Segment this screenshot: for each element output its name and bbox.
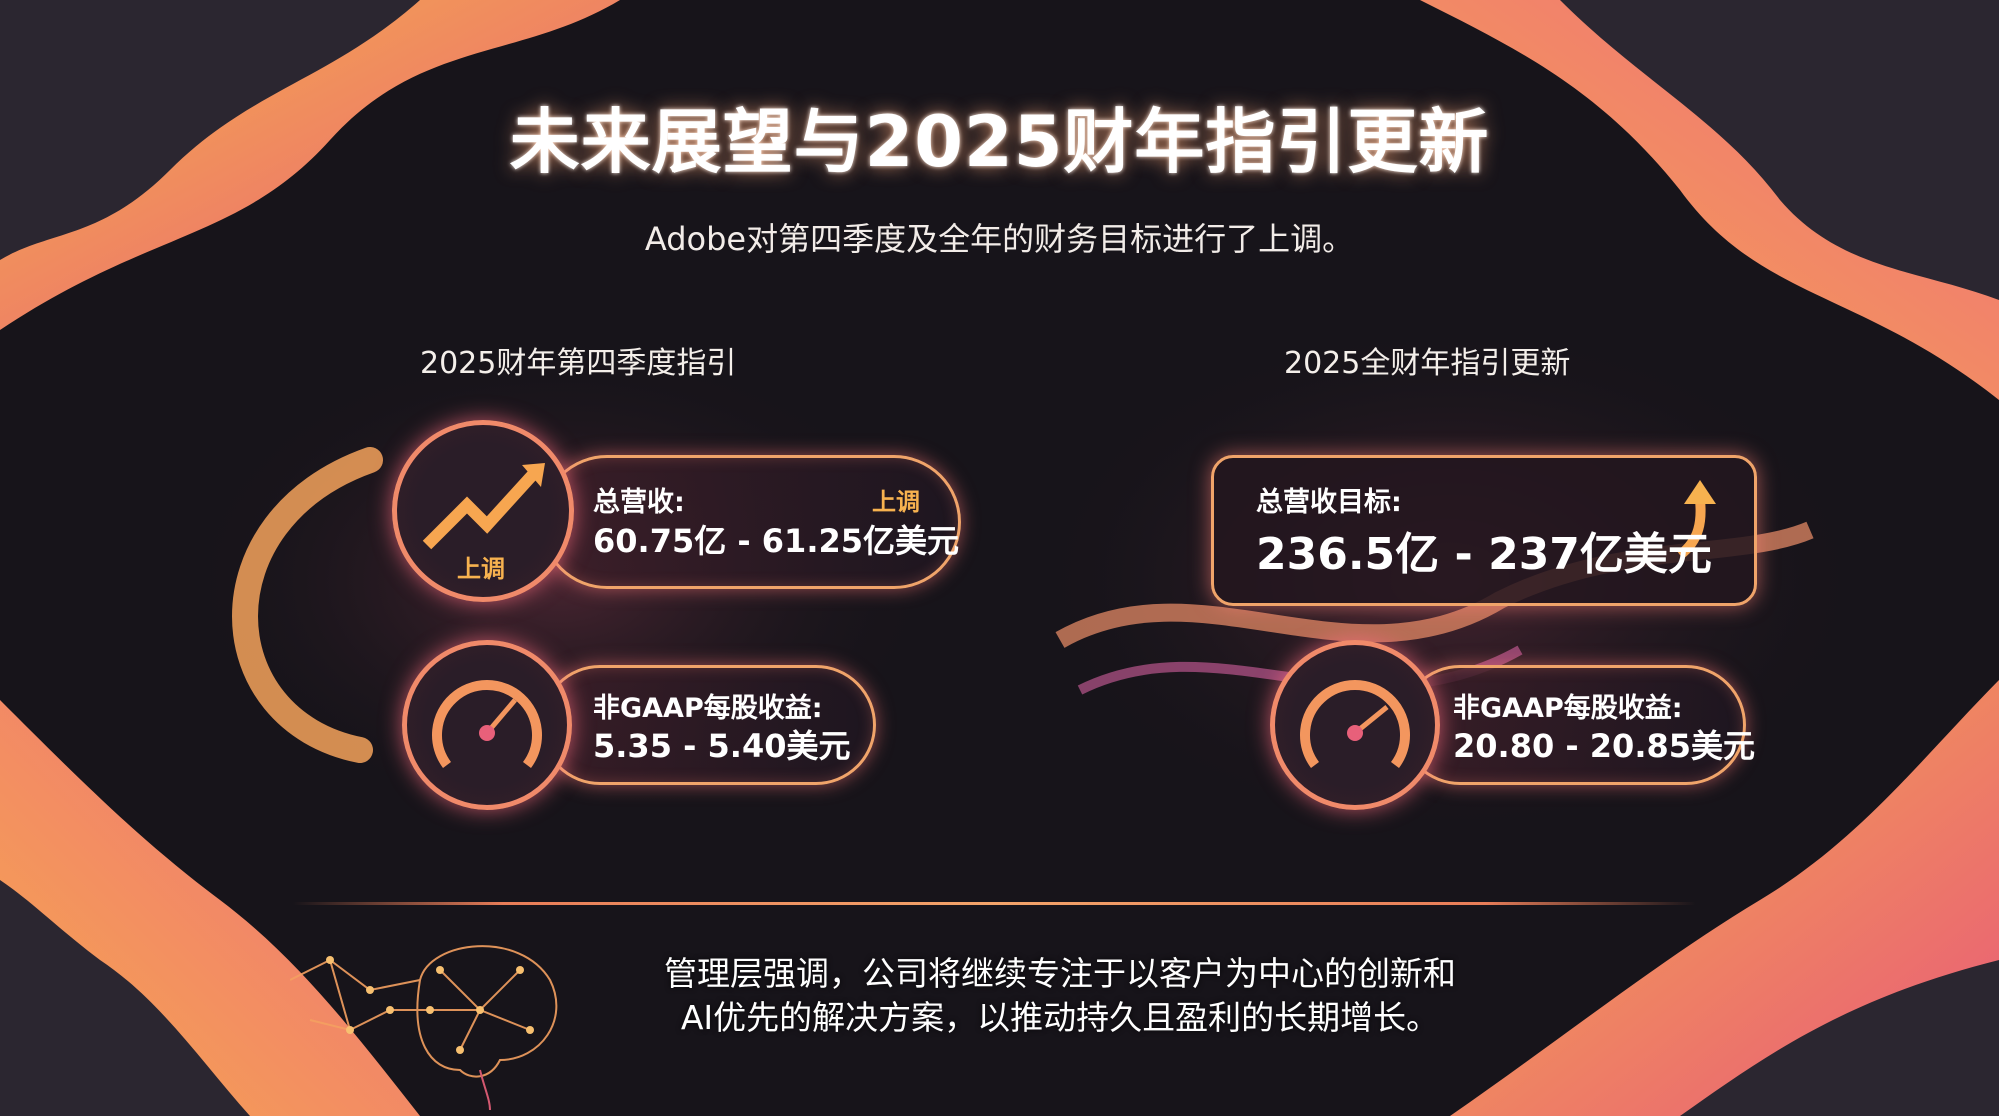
fy-eps-value: 20.80 - 20.85美元 (1453, 727, 1756, 765)
q4-revenue-label: 总营收: (593, 487, 685, 518)
trend-up-arrow-icon (422, 463, 545, 550)
page-title: 未来展望与2025财年指引更新 (509, 101, 1490, 183)
speedometer-gauge-icon (432, 680, 542, 768)
divider (293, 902, 1696, 905)
raised-tag: 上调 (872, 488, 920, 516)
up-arrow-icon (1676, 480, 1716, 559)
q4-eps-value: 5.35 - 5.40美元 (593, 727, 851, 765)
fy-revenue-card (1211, 455, 1757, 606)
fy-section-heading: 2025全财年指引更新 (1284, 346, 1571, 381)
fy-revenue-value: 236.5亿 - 237亿美元 (1256, 529, 1712, 580)
q4-eps-badge (402, 640, 572, 810)
fy-eps-badge (1270, 640, 1440, 810)
footer-line-1: 管理层强调，公司将继续专注于以客户为中心的创新和 (664, 954, 1456, 993)
q4-revenue-card (540, 455, 961, 589)
q4-revenue-value: 60.75亿 - 61.25亿美元 (593, 522, 960, 560)
speedometer-gauge-icon (1300, 680, 1410, 768)
badge-raised-label: 上调 (457, 555, 505, 583)
fy-eps-card (1400, 665, 1746, 785)
footer-text: 管理层强调，公司将继续专注于以客户为中心的创新和 AI优先的解决方案，以推动持久… (560, 952, 1560, 1040)
fy-eps-label: 非GAAP每股收益: (1453, 693, 1683, 724)
q4-revenue-badge: 上调 (392, 420, 574, 602)
footer-line-2: AI优先的解决方案，以推动持久且盈利的长期增长。 (680, 998, 1440, 1037)
fy-revenue-label: 总营收目标: (1256, 487, 1402, 518)
page-subtitle: Adobe对第四季度及全年的财务目标进行了上调。 (644, 220, 1355, 258)
q4-section-heading: 2025财年第四季度指引 (420, 346, 737, 381)
brain-network-icon (290, 945, 558, 1110)
q4-eps-label: 非GAAP每股收益: (593, 693, 823, 724)
